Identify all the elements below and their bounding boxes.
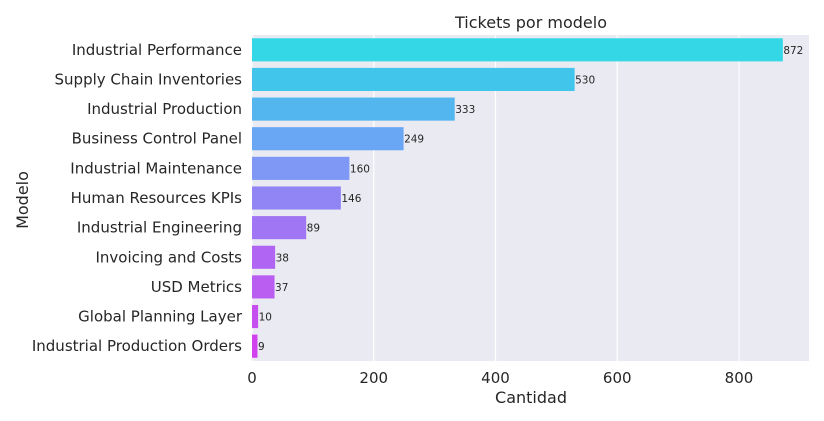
bar xyxy=(252,216,307,240)
bar xyxy=(252,245,276,269)
data-label: 872 xyxy=(783,45,803,57)
y-tick-label: Industrial Maintenance xyxy=(70,159,242,177)
y-tick-label: Industrial Engineering xyxy=(77,219,242,237)
bar xyxy=(252,156,350,180)
chart-title: Tickets por modelo xyxy=(454,13,607,32)
x-tick-label: 0 xyxy=(247,369,257,387)
data-label: 530 xyxy=(575,74,595,86)
y-tick-label: Industrial Production Orders xyxy=(32,337,242,355)
y-tick-label: USD Metrics xyxy=(151,278,242,296)
labels: 0 200 400 600 800 Industrial Performance 872 Su… xyxy=(32,41,804,387)
data-label: 333 xyxy=(455,104,475,116)
y-tick-label: Business Control Panel xyxy=(72,130,242,148)
y-tick-label: Industrial Production xyxy=(87,100,242,118)
data-label: 160 xyxy=(350,163,370,175)
x-tick-label: 400 xyxy=(481,369,510,387)
data-label: 37 xyxy=(275,282,288,294)
y-tick-label: Global Planning Layer xyxy=(78,308,243,326)
bar xyxy=(252,304,259,329)
bar xyxy=(252,97,455,121)
x-axis-label: Cantidad xyxy=(495,388,567,407)
data-label: 146 xyxy=(341,193,361,205)
data-label: 10 xyxy=(259,312,272,324)
data-label: 249 xyxy=(404,134,424,146)
bars xyxy=(252,38,783,358)
bar xyxy=(252,275,275,299)
data-label: 9 xyxy=(258,341,265,353)
data-label: 89 xyxy=(307,223,320,235)
x-tick-label: 200 xyxy=(359,369,388,387)
y-axis-label: Modelo xyxy=(13,171,32,229)
bar xyxy=(252,334,258,358)
y-tick-label: Human Resources KPIs xyxy=(71,189,243,207)
data-label: 38 xyxy=(276,252,289,264)
bar xyxy=(252,127,404,151)
y-tick-label: Industrial Performance xyxy=(72,41,242,59)
y-tick-label: Invoicing and Costs xyxy=(95,248,242,266)
bar xyxy=(252,38,783,62)
y-tick-label: Supply Chain Inventories xyxy=(55,70,243,88)
bar xyxy=(252,186,341,210)
x-tick-label: 800 xyxy=(725,369,754,387)
x-tick-label: 600 xyxy=(603,369,632,387)
bar xyxy=(252,67,575,92)
